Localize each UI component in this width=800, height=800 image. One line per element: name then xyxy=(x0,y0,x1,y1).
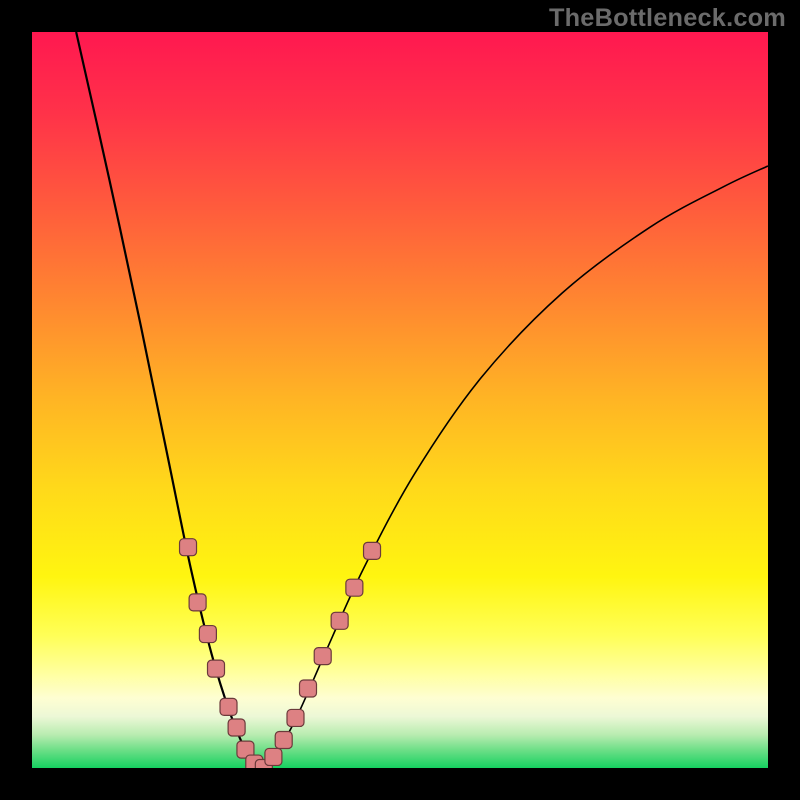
data-marker xyxy=(189,594,206,611)
bottleneck-chart xyxy=(0,0,800,800)
data-marker xyxy=(220,698,237,715)
data-marker xyxy=(265,748,282,765)
data-marker xyxy=(364,542,381,559)
plot-background xyxy=(32,32,768,768)
data-marker xyxy=(275,732,292,749)
data-marker xyxy=(208,660,225,677)
data-marker xyxy=(300,680,317,697)
data-marker xyxy=(287,709,304,726)
data-marker xyxy=(331,612,348,629)
data-marker xyxy=(228,719,245,736)
data-marker xyxy=(180,539,197,556)
data-marker xyxy=(199,626,216,643)
watermark-text: TheBottleneck.com xyxy=(549,4,786,33)
data-marker xyxy=(346,579,363,596)
data-marker xyxy=(314,648,331,665)
